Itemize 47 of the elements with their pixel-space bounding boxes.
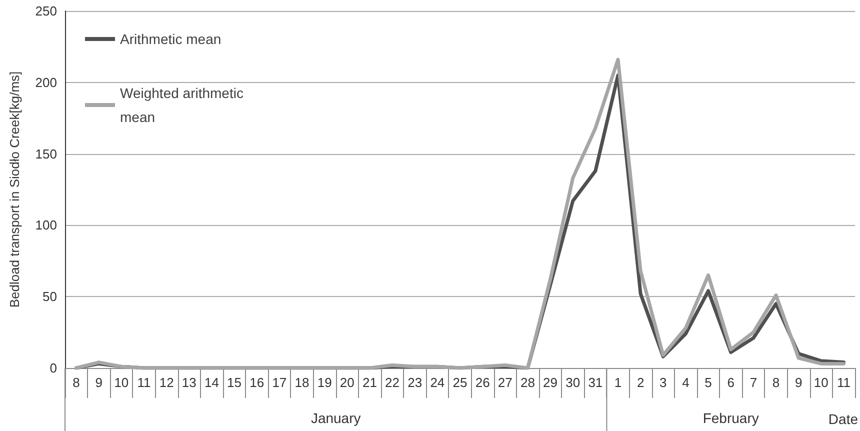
x-tick-label: 31 bbox=[588, 375, 603, 390]
x-tick-label: 4 bbox=[682, 375, 690, 390]
x-tick-label: 10 bbox=[814, 375, 828, 390]
x-tick-label: 9 bbox=[95, 375, 102, 390]
x-tick-label: 22 bbox=[385, 375, 400, 390]
y-axis-title: Bedload transport in Siodło Creek[kg/ms] bbox=[7, 71, 22, 308]
y-tick-label: 100 bbox=[35, 218, 57, 233]
y-tick-label: 200 bbox=[35, 74, 57, 90]
text: January bbox=[310, 410, 361, 426]
x-tick-label: 10 bbox=[114, 375, 129, 390]
x-axis-title: Date bbox=[828, 411, 858, 427]
x-tick-label: 25 bbox=[452, 375, 468, 390]
x-tick-label: 12 bbox=[159, 375, 174, 390]
y-tick-label: 0 bbox=[50, 360, 57, 376]
x-tick-label: 14 bbox=[204, 375, 219, 390]
text: February bbox=[702, 410, 759, 426]
x-tick-label: 28 bbox=[520, 375, 535, 390]
x-tick-label: 19 bbox=[317, 375, 332, 390]
legend-label: Arithmetic mean bbox=[120, 31, 222, 47]
x-tick-label: 18 bbox=[294, 375, 310, 390]
x-tick-label: 3 bbox=[660, 375, 667, 390]
x-tick-label: 27 bbox=[498, 375, 512, 390]
x-tick-label: 7 bbox=[750, 375, 758, 390]
legend-label: Weighted arithmetic mean bbox=[120, 85, 248, 125]
x-tick-label: 24 bbox=[430, 375, 445, 390]
x-tick-label: 9 bbox=[794, 375, 802, 390]
x-tick-label: 20 bbox=[340, 375, 354, 390]
x-tick-label: 30 bbox=[566, 375, 580, 390]
x-tick-label: 11 bbox=[836, 375, 850, 390]
y-tick-label: 250 bbox=[35, 4, 57, 18]
y-tick-label: 150 bbox=[35, 146, 57, 162]
x-tick-label: 13 bbox=[182, 375, 196, 390]
x-tick-label: 8 bbox=[772, 375, 780, 390]
x-tick-label: 6 bbox=[727, 375, 734, 390]
x-tick-label: 5 bbox=[704, 375, 712, 390]
x-tick-label: 15 bbox=[227, 375, 242, 390]
x-tick-label: 17 bbox=[272, 375, 287, 390]
x-tick-label: 29 bbox=[543, 375, 558, 390]
x-tick-label: 21 bbox=[362, 375, 377, 390]
x-tick-label: 16 bbox=[250, 375, 264, 390]
x-tick-label: 8 bbox=[72, 375, 80, 390]
y-tick-label: 50 bbox=[42, 289, 57, 304]
x-tick-label: 2 bbox=[636, 375, 644, 390]
x-tick-label: 23 bbox=[408, 375, 422, 390]
x-tick-label: 26 bbox=[475, 375, 490, 390]
x-tick-label: 11 bbox=[137, 375, 151, 390]
x-tick-label: 1 bbox=[614, 375, 622, 390]
